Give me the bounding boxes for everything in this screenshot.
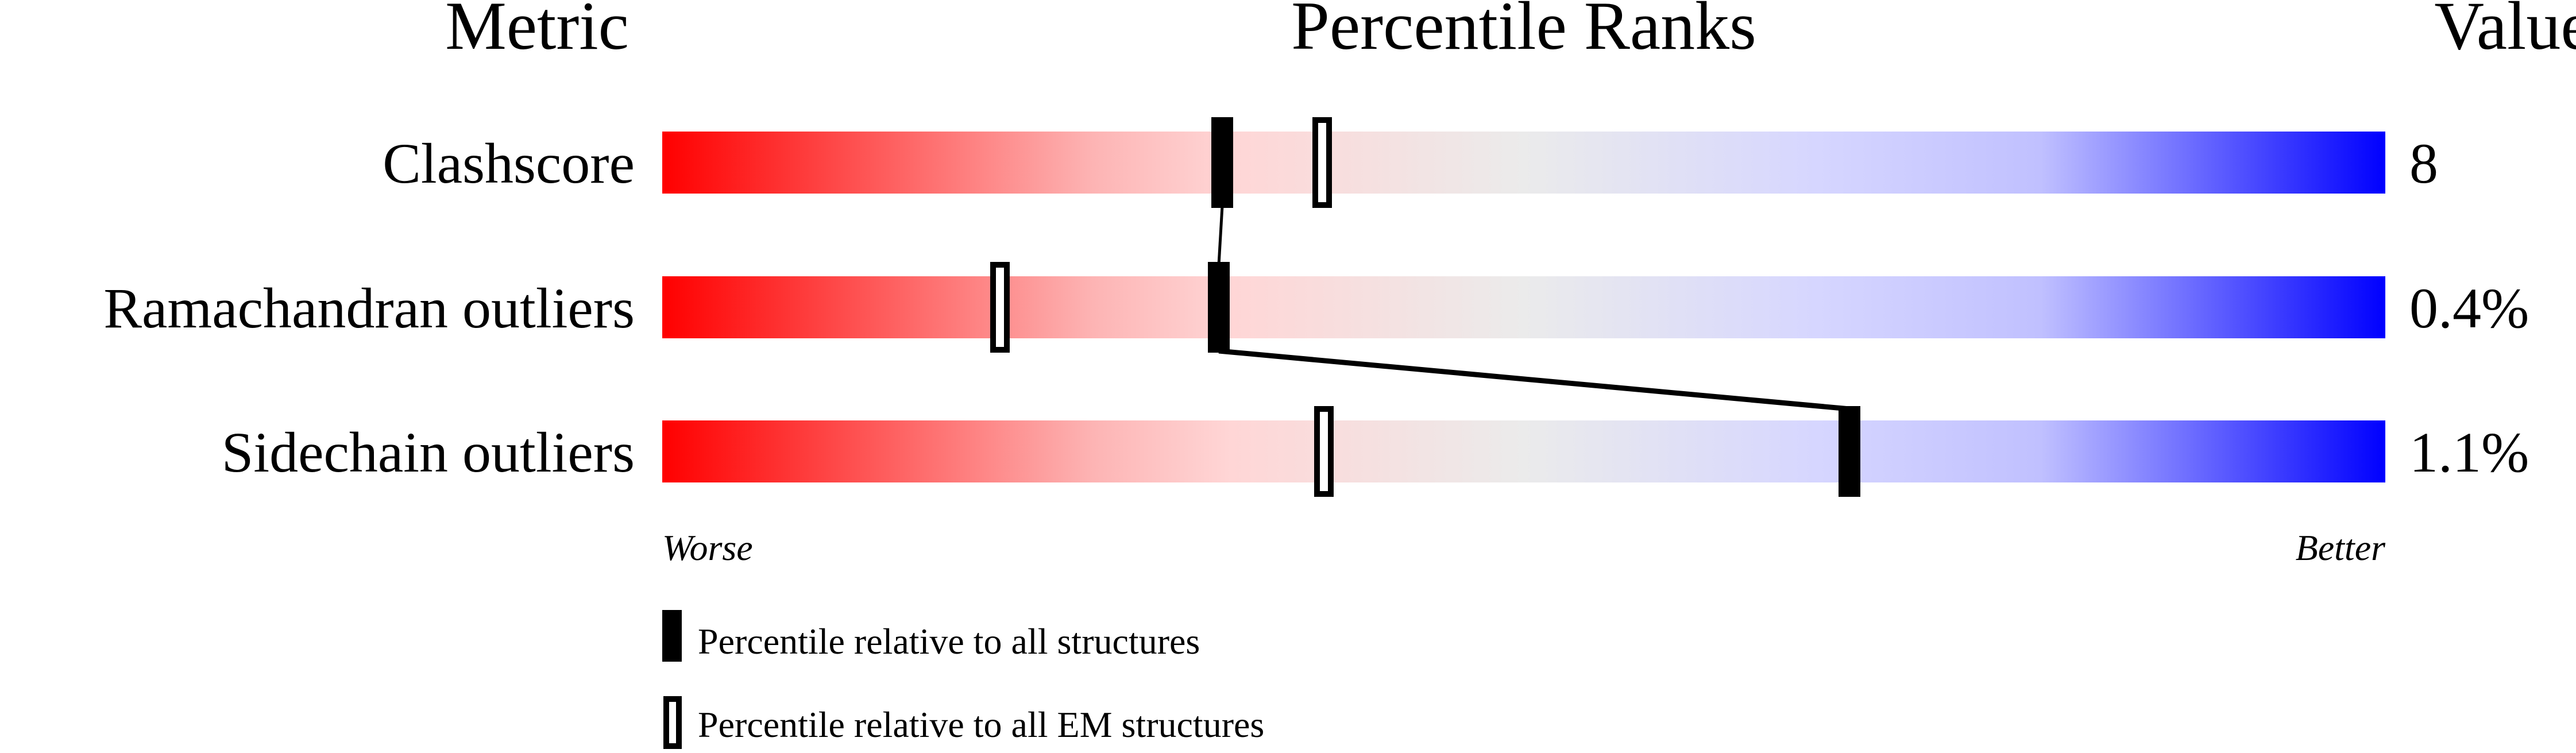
marker-em-percentile [1312, 117, 1332, 208]
legend-label-all: Percentile relative to all structures [698, 621, 1200, 662]
marker-em-percentile [1314, 406, 1334, 497]
metric-label: Clashscore [383, 132, 635, 195]
percentile-gradient-bar [662, 132, 2385, 194]
metric-value: 8 [2409, 132, 2438, 195]
axis-label-worse: Worse [662, 527, 753, 568]
marker-em-percentile [990, 262, 1010, 353]
percentile-gradient-bar [662, 420, 2385, 482]
axis-label-better: Better [2296, 527, 2386, 568]
metric-value: 1.1% [2409, 420, 2529, 484]
connector-line [1217, 206, 1224, 265]
percentile-gradient-bar [662, 276, 2385, 338]
header-metric: Metric [445, 0, 629, 64]
metric-label: Sidechain outliers [222, 420, 635, 484]
marker-all-percentile [1211, 117, 1233, 208]
metric-label: Ramachandran outliers [103, 276, 635, 340]
metric-value: 0.4% [2409, 276, 2529, 340]
header-percentile-ranks: Percentile Ranks [1291, 0, 1756, 64]
connector-line [1218, 348, 1850, 412]
legend-label-em: Percentile relative to all EM structures [698, 704, 1264, 745]
legend-filled-marker [662, 610, 682, 662]
marker-all-percentile [1839, 406, 1860, 497]
marker-all-percentile [1208, 262, 1230, 353]
header-value: Value [2434, 0, 2576, 64]
legend-open-marker [663, 696, 682, 749]
